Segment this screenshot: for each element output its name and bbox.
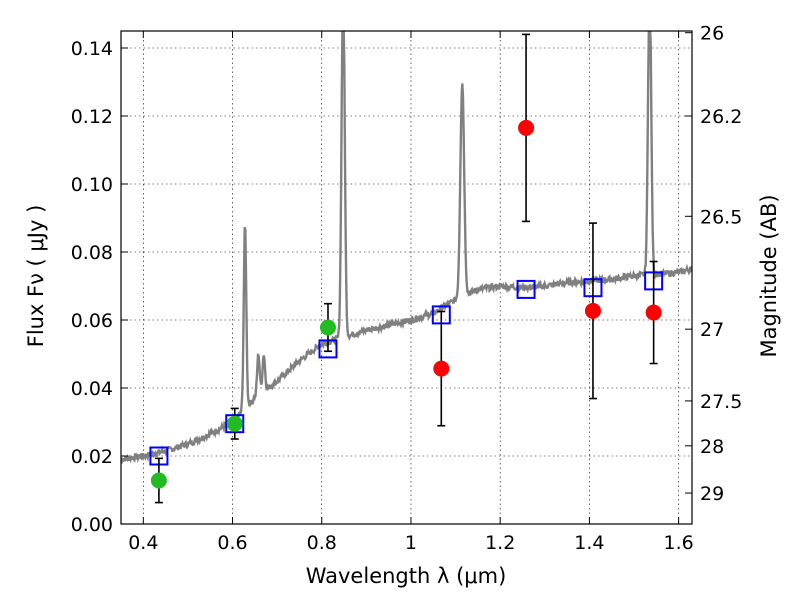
right-tick-label: 26.2 (700, 106, 742, 128)
x-tick-label: 1.2 (485, 532, 515, 554)
right-tick-label: 28 (700, 436, 724, 458)
y-tick-label: 0.06 (71, 310, 113, 332)
photometry-point (226, 415, 243, 432)
photometry-point (584, 302, 601, 319)
grid-lines (121, 31, 692, 525)
y-tick-label: 0.00 (71, 514, 113, 536)
right-tick-label: 26.5 (700, 206, 742, 228)
model-square-marker (516, 279, 536, 299)
x-tick-label: 0.8 (307, 532, 337, 554)
y-tick-label: 0.08 (71, 242, 113, 264)
right-axis-title: Magnitude (AB) (757, 194, 781, 357)
x-tick-label: 0.6 (217, 532, 247, 554)
y-tick-label: 0.12 (71, 106, 113, 128)
photometry-markers (149, 33, 664, 504)
right-tick-label: 27.5 (700, 391, 742, 413)
y-tick-label: 0.14 (71, 38, 113, 60)
photometry-point (645, 304, 662, 321)
plot-frame (120, 30, 693, 525)
y-tick-label: 0.04 (71, 378, 113, 400)
photometry-point (150, 472, 167, 489)
model-spectrum (121, 31, 692, 465)
y-tick-label: 0.02 (71, 446, 113, 468)
x-tick-label: 1.6 (664, 532, 694, 554)
y-axis-title: Flux Fν ( μJy ) (24, 205, 48, 348)
right-tick-label: 26 (700, 23, 724, 45)
photometry-point (433, 360, 450, 377)
x-tick-label: 1 (405, 532, 417, 554)
right-tick-label: 27 (700, 319, 724, 341)
right-tick-label: 29 (700, 483, 724, 505)
photometry-point (319, 319, 336, 336)
y-tick-label: 0.10 (71, 174, 113, 196)
spectrum-line (121, 31, 692, 465)
axis-ticks: 0.4 0.6 0.8 1 1.2 1.4 1.6 0.00 0.02 0.04 0.06 0.08 0… (71, 23, 743, 554)
x-axis-title: Wavelength λ (μm) (306, 564, 507, 588)
photometry-point (518, 119, 535, 136)
x-tick-label: 0.4 (128, 532, 158, 554)
x-tick-label: 1.4 (574, 532, 604, 554)
